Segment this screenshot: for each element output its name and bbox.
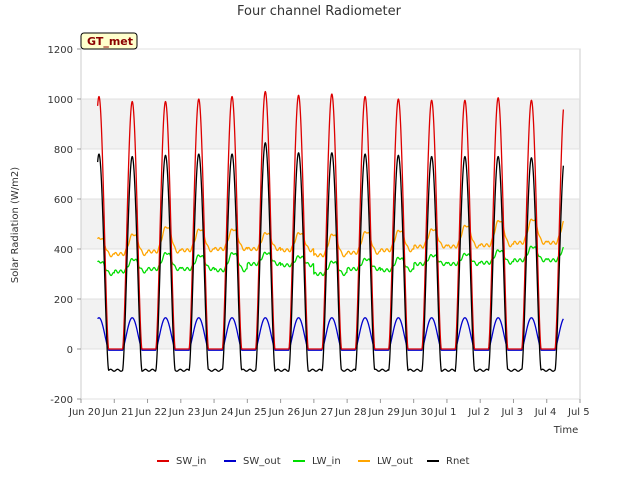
y-tick-label: -200 — [50, 395, 73, 406]
y-tick-label: 400 — [54, 245, 73, 256]
station-badge-box — [80, 32, 138, 50]
legend: SW_in SW_out LW_in LW_out Rnet — [157, 456, 469, 467]
x-tick-label: Jun 29 — [367, 407, 400, 418]
series-line-sw-in — [96, 90, 565, 350]
x-tick-label: Jun 24 — [201, 407, 234, 418]
y-tick-label: 800 — [54, 145, 73, 156]
series-line-rnet — [96, 142, 565, 372]
x-tick-label: Jul 1 — [434, 407, 457, 418]
series-line-lw-in — [97, 245, 564, 277]
x-tick-label: Jun 27 — [301, 407, 334, 418]
y-tick-label: 1200 — [48, 45, 73, 56]
x-tick-label: Jun 26 — [268, 407, 301, 418]
legend-label-sw-out: SW_out — [243, 456, 281, 467]
legend-label-lw-out: LW_out — [377, 456, 413, 467]
x-tick-label: Jul 5 — [567, 407, 590, 418]
y-tick-label: 1000 — [48, 95, 73, 106]
x-tick-label: Jun 23 — [168, 407, 201, 418]
x-tick-label: Jul 3 — [500, 407, 523, 418]
station-badge-text: GT_met — [87, 35, 133, 48]
series-line-sw-out — [97, 317, 564, 351]
y-tick-label: 0 — [67, 345, 73, 356]
legend-label-lw-in: LW_in — [312, 456, 341, 467]
chart-title: Four channel Radiometer — [237, 4, 402, 19]
x-tick-label: Jun 22 — [135, 407, 168, 418]
x-tick-label: Jun 20 — [68, 407, 101, 418]
series-line-lw-out — [97, 218, 564, 258]
x-tick-label: Jun 21 — [101, 407, 134, 418]
y-tick-label: 200 — [54, 295, 73, 306]
x-tick-label: Jun 28 — [334, 407, 367, 418]
x-axis-title: Time — [553, 425, 578, 436]
x-tick-label: Jul 4 — [534, 407, 557, 418]
legend-label-rnet: Rnet — [446, 456, 469, 467]
x-tick-label: Jun 25 — [234, 407, 267, 418]
grid-band — [81, 299, 580, 349]
station-badge: GT_met — [80, 32, 138, 50]
x-tick-label: Jun 30 — [401, 407, 434, 418]
grid-band — [81, 199, 580, 249]
y-tick-label: 600 — [54, 195, 73, 206]
y-axis-title: Solar Radiation (W/m2) — [10, 167, 21, 283]
legend-label-sw-in: SW_in — [176, 456, 206, 467]
x-tick-label: Jul 2 — [467, 407, 490, 418]
